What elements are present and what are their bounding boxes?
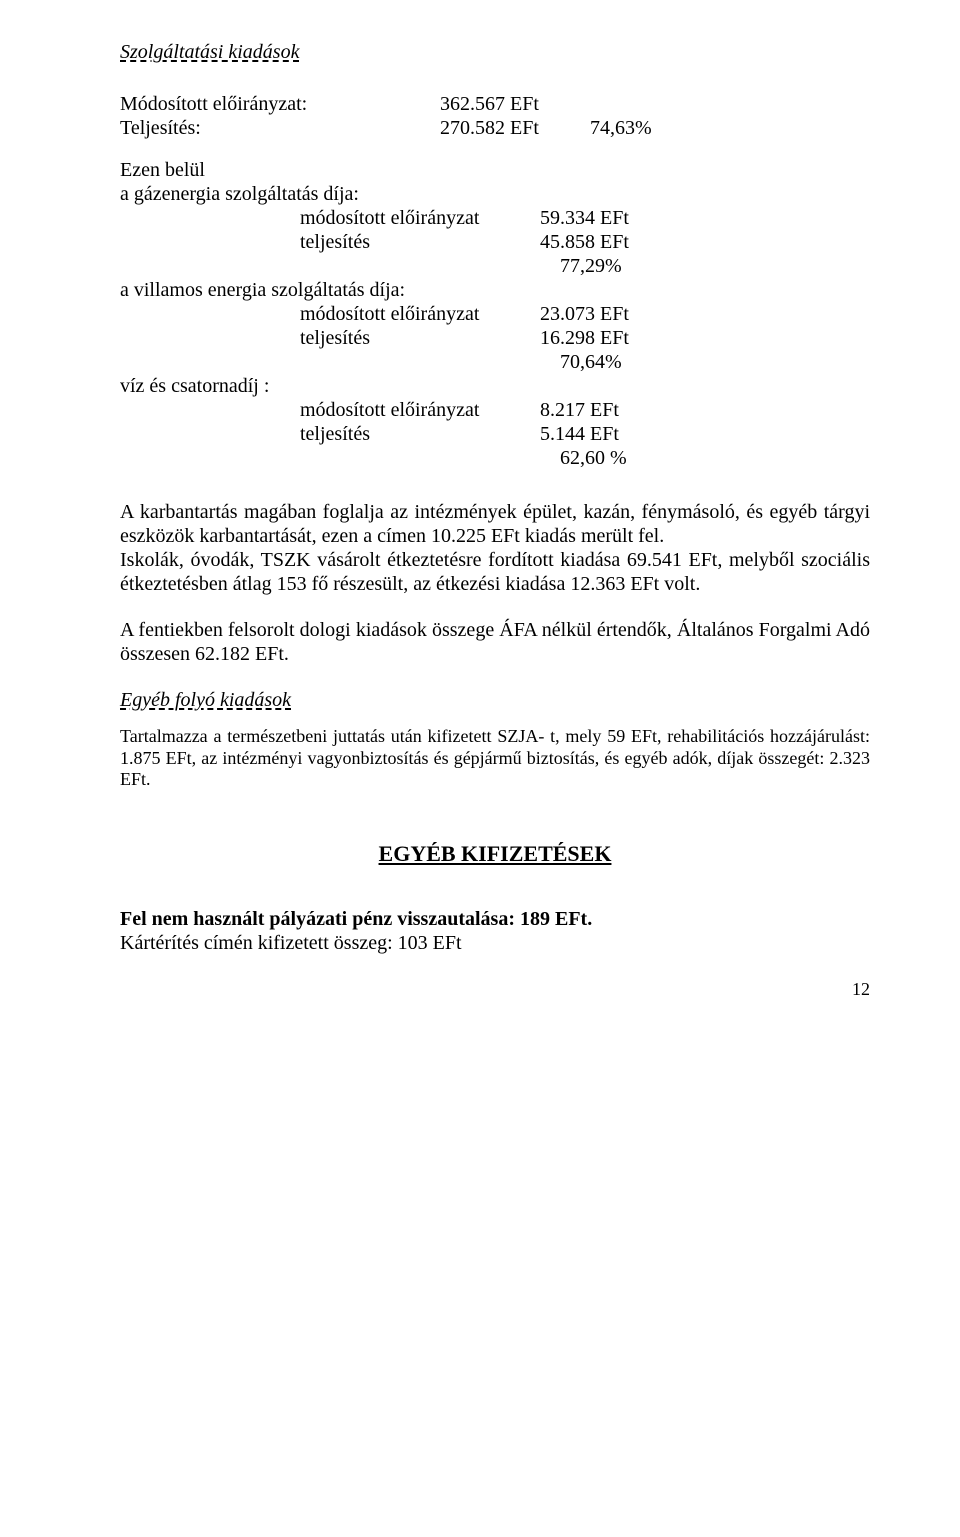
gas-telj-label: teljesítés [300,230,540,254]
water-mod-label: módosított előirányzat [300,398,540,422]
gas-mod-label: módosított előirányzat [300,206,540,230]
gas-mod-value: 59.334 EFt [540,206,629,230]
elec-telj-label: teljesítés [300,326,540,350]
egyeb-folyo-heading: Egyéb folyó kiadások [120,688,870,712]
page-number: 12 [120,979,870,1001]
gas-pct: 77,29% [120,254,870,278]
elec-telj-value: 16.298 EFt [540,326,629,350]
gas-row-mod: módosított előirányzat 59.334 EFt [120,206,870,230]
elec-intro: a villamos energia szolgáltatás díja: [120,278,870,302]
summary-row-teljesites: Teljesítés: 270.582 EFt 74,63% [120,116,870,140]
telj-label: Teljesítés: [120,116,440,140]
water-row-mod: módosított előirányzat 8.217 EFt [120,398,870,422]
telj-value: 270.582 EFt [440,116,590,140]
line-karterites: Kártérítés címén kifizetett összeg: 103 … [120,931,870,955]
mod-value: 362.567 EFt [440,92,590,116]
water-row-telj: teljesítés 5.144 EFt [120,422,870,446]
mod-empty [590,92,690,116]
elec-row-mod: módosított előirányzat 23.073 EFt [120,302,870,326]
water-mod-value: 8.217 EFt [540,398,619,422]
summary-row-modified: Módosított előirányzat: 362.567 EFt [120,92,870,116]
water-intro: víz és csatornadíj : [120,374,870,398]
elec-mod-value: 23.073 EFt [540,302,629,326]
ezen-belul: Ezen belül [120,158,870,182]
elec-row-telj: teljesítés 16.298 EFt [120,326,870,350]
paragraph-karbantartas: A karbantartás magában foglalja az intéz… [120,500,870,548]
water-telj-label: teljesítés [300,422,540,446]
water-telj-value: 5.144 EFt [540,422,619,446]
section-heading: Szolgáltatási kiadások [120,40,870,64]
paragraph-tartalmazza: Tartalmazza a természetbeni juttatás utá… [120,726,870,791]
gas-telj-value: 45.858 EFt [540,230,629,254]
gas-row-telj: teljesítés 45.858 EFt [120,230,870,254]
paragraph-iskolak: Iskolák, óvodák, TSZK vásárolt étkezteté… [120,548,870,596]
water-pct: 62,60 % [120,446,870,470]
paragraph-afa: A fentiekben felsorolt dologi kiadások ö… [120,618,870,666]
elec-mod-label: módosított előirányzat [300,302,540,326]
gas-intro: a gázenergia szolgáltatás díja: [120,182,870,206]
telj-pct: 74,63% [590,116,690,140]
mod-label: Módosított előirányzat: [120,92,440,116]
elec-pct: 70,64% [120,350,870,374]
line-palyazati: Fel nem használt pályázati pénz visszaut… [120,907,870,931]
center-heading: EGYÉB KIFIZETÉSEK [120,841,870,867]
